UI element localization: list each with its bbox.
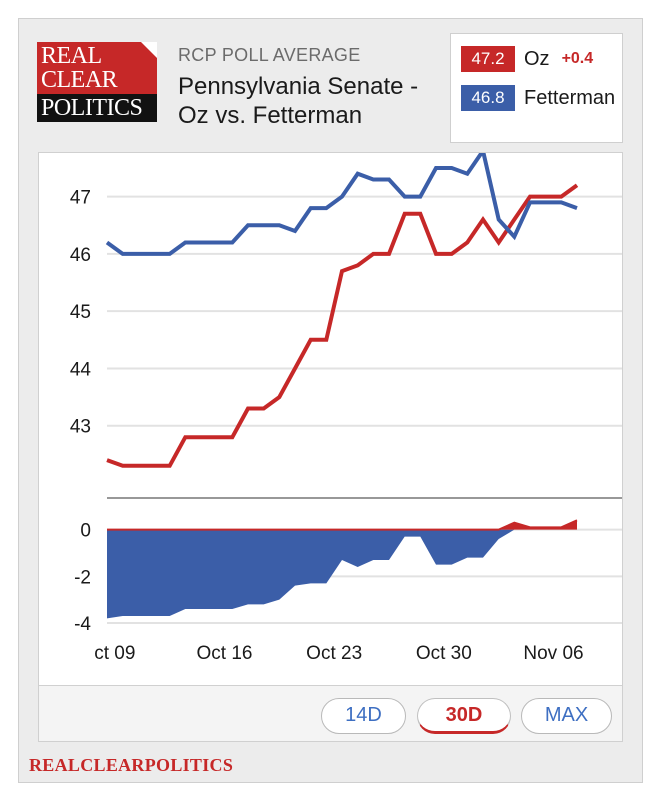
footer-logo[interactable]: REALCLEARPOLITICS	[29, 755, 234, 775]
title-line-2: Oz vs. Fetterman	[178, 102, 363, 129]
legend: 47.2 Oz +0.4 46.8 Fetterman	[450, 33, 623, 143]
series-line-oz	[106, 183, 579, 468]
series-line-fetterman	[105, 153, 578, 256]
spread-line-oz	[107, 519, 578, 531]
logo-line-1: REAL	[41, 43, 102, 69]
rcp-logo[interactable]: REAL CLEAR POLITICS	[37, 42, 157, 122]
chart-svg: 47 46 45 44 43 0 -2 -4ct 09 Oct 16 Oct 23 Oct 30 No…	[70, 153, 622, 664]
oz-value-badge: 47.2	[461, 46, 515, 72]
oz-delta: +0.4	[561, 50, 594, 67]
x-tick-label: ct 09	[94, 643, 135, 664]
spread-area-fetterman	[107, 529, 577, 619]
y-tick-label: 47	[70, 188, 91, 209]
legend-item-fetterman: 46.8 Fetterman	[461, 85, 615, 111]
spread-tick-label: -4	[74, 614, 91, 635]
logo-fold	[141, 42, 157, 58]
fetterman-value-badge: 46.8	[461, 85, 515, 111]
spread-tick-label: -2	[74, 567, 91, 588]
fetterman-name: Fetterman	[524, 86, 616, 109]
x-tick-label: Oct 30	[416, 643, 472, 664]
y-tick-label: 46	[70, 245, 91, 266]
x-tick-label: Oct 23	[306, 643, 362, 664]
range-30d-button[interactable]: 30D	[417, 698, 511, 734]
range-14d-button[interactable]: 14D	[321, 698, 406, 734]
title-line-1: Pennsylvania Senate -	[178, 73, 419, 100]
y-tick-label: 45	[70, 302, 91, 323]
logo-line-3: POLITICS	[41, 95, 143, 121]
legend-item-oz: 47.2 Oz +0.4	[461, 46, 593, 72]
range-max-button[interactable]: MAX	[521, 698, 612, 734]
logo-line-2: CLEAR	[41, 67, 118, 93]
logo-band	[37, 94, 157, 122]
x-tick-label: Nov 06	[523, 643, 583, 664]
chart-area: 47 46 45 44 43 0 -2 -4 ct 09 Oct 16 Oct 23 Oct 30 No…	[38, 152, 623, 686]
oz-name: Oz	[524, 47, 550, 70]
spread-area-oz	[107, 520, 577, 530]
y-tick-label: 43	[70, 417, 91, 438]
spread-tick-label: 0	[80, 521, 91, 542]
x-tick-label: Oct 16	[197, 643, 253, 664]
page-title: Pennsylvania Senate - Oz vs. Fetterman	[178, 72, 418, 130]
y-tick-label: 44	[70, 359, 92, 380]
poll-average-label: RCP POLL AVERAGE	[178, 45, 361, 65]
